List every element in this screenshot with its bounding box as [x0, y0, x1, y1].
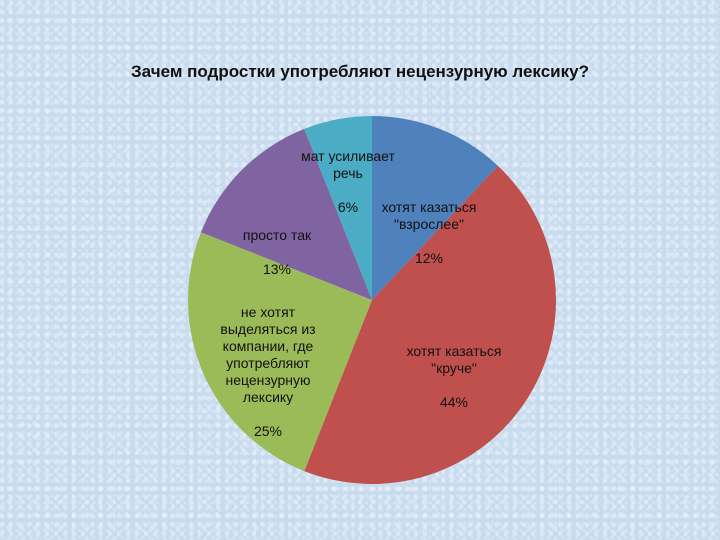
slice-label-value: 13% [262, 261, 292, 277]
slice-label-name: просто так [242, 227, 312, 243]
pie-slice-3 [200, 128, 372, 300]
slice-label-value: 25% [253, 423, 283, 439]
slice-label-value: 44% [439, 394, 469, 410]
slice-label-value: 6% [337, 199, 359, 215]
chart-title: Зачем подростки употребляют нецензурную … [131, 62, 589, 81]
pie-slice-0 [372, 116, 498, 300]
slice-label-value: 12% [414, 250, 444, 266]
slice-label-name: мат усиливает речь [301, 148, 395, 181]
pie-slice-4 [304, 116, 372, 300]
slice-label-name: не хотят выделяться из компании, где упо… [220, 304, 316, 405]
pie-slice-2 [187, 232, 372, 472]
slice-label-name: хотят казаться "взрослее" [381, 199, 477, 232]
pie-slice-1 [304, 165, 557, 485]
slice-label-name: хотят казаться "круче" [406, 343, 502, 376]
